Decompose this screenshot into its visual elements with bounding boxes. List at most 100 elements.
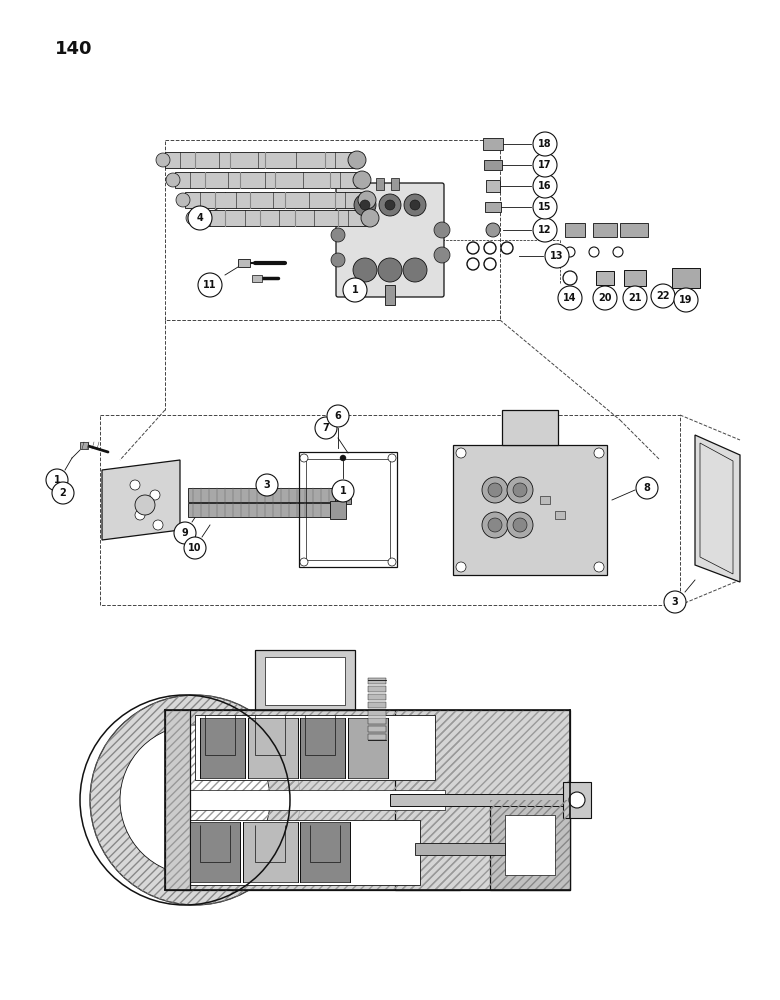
Text: 13: 13	[550, 251, 564, 261]
Bar	[415, 843, 505, 855]
Circle shape	[360, 200, 370, 210]
Bar	[620, 223, 648, 237]
Bar	[300, 822, 350, 882]
Circle shape	[46, 469, 68, 491]
Text: 22: 22	[656, 291, 670, 301]
Text: 4: 4	[197, 213, 204, 223]
Text: 14: 14	[563, 293, 576, 303]
Bar	[368, 726, 386, 732]
Bar	[555, 511, 565, 519]
Bar	[306, 459, 390, 560]
Bar	[252, 275, 262, 282]
Circle shape	[120, 725, 270, 875]
Circle shape	[332, 480, 354, 502]
Text: 20: 20	[598, 293, 612, 303]
Circle shape	[315, 417, 337, 439]
Polygon shape	[102, 460, 180, 540]
Circle shape	[348, 151, 366, 169]
Circle shape	[404, 194, 426, 216]
Bar	[330, 501, 346, 519]
Bar	[165, 152, 355, 168]
Circle shape	[513, 483, 527, 497]
Text: 140: 140	[55, 40, 93, 58]
Circle shape	[331, 253, 345, 267]
Circle shape	[410, 200, 420, 210]
Text: 3: 3	[672, 597, 679, 607]
Bar	[391, 178, 399, 190]
Bar	[505, 815, 555, 875]
Circle shape	[623, 286, 647, 310]
Circle shape	[545, 244, 569, 268]
Circle shape	[353, 258, 377, 282]
Bar	[335, 486, 351, 504]
Circle shape	[90, 695, 300, 905]
Circle shape	[403, 258, 427, 282]
Bar	[485, 202, 501, 212]
Bar	[165, 710, 190, 890]
Bar	[255, 650, 355, 710]
Circle shape	[651, 284, 675, 308]
Circle shape	[434, 247, 450, 263]
Bar	[368, 718, 386, 724]
Circle shape	[300, 558, 308, 566]
Text: 15: 15	[538, 202, 551, 212]
Bar	[368, 694, 386, 700]
Bar	[195, 715, 435, 780]
Bar	[563, 782, 591, 818]
Text: 18: 18	[538, 139, 551, 149]
Circle shape	[184, 537, 206, 559]
Circle shape	[52, 482, 74, 504]
Bar	[368, 734, 386, 740]
Bar	[490, 800, 570, 890]
Circle shape	[533, 153, 557, 177]
Bar	[188, 488, 335, 502]
Circle shape	[533, 218, 557, 242]
Bar	[502, 410, 558, 445]
Bar	[243, 822, 298, 882]
Circle shape	[456, 448, 466, 458]
Circle shape	[488, 518, 502, 532]
Circle shape	[558, 286, 582, 310]
Text: 16: 16	[538, 181, 551, 191]
Bar	[248, 718, 298, 778]
Bar	[672, 268, 700, 288]
Circle shape	[379, 194, 401, 216]
Circle shape	[569, 792, 585, 808]
Bar	[80, 442, 88, 449]
Circle shape	[482, 477, 508, 503]
Bar	[368, 678, 386, 684]
Circle shape	[340, 455, 346, 461]
Circle shape	[513, 518, 527, 532]
Bar	[593, 223, 617, 237]
Bar	[195, 210, 368, 226]
Bar	[200, 718, 245, 778]
Bar	[540, 496, 550, 504]
Circle shape	[533, 174, 557, 198]
Circle shape	[256, 474, 278, 496]
Circle shape	[150, 490, 160, 500]
Bar	[385, 285, 395, 305]
Text: 21: 21	[628, 293, 642, 303]
Circle shape	[358, 191, 376, 209]
Bar	[624, 270, 646, 286]
Bar	[368, 702, 386, 708]
Bar	[484, 160, 502, 170]
Text: 19: 19	[679, 295, 693, 305]
Bar	[490, 800, 570, 890]
FancyBboxPatch shape	[336, 183, 444, 297]
Circle shape	[327, 405, 349, 427]
Circle shape	[188, 206, 212, 230]
Circle shape	[166, 173, 180, 187]
Circle shape	[378, 258, 402, 282]
Circle shape	[533, 132, 557, 156]
Circle shape	[331, 228, 345, 242]
Circle shape	[300, 454, 308, 462]
Circle shape	[388, 558, 396, 566]
Circle shape	[664, 591, 686, 613]
Text: 10: 10	[188, 543, 202, 553]
Bar	[565, 223, 585, 237]
Circle shape	[176, 193, 190, 207]
Bar	[395, 710, 570, 890]
Bar	[486, 180, 500, 192]
Circle shape	[135, 495, 155, 515]
